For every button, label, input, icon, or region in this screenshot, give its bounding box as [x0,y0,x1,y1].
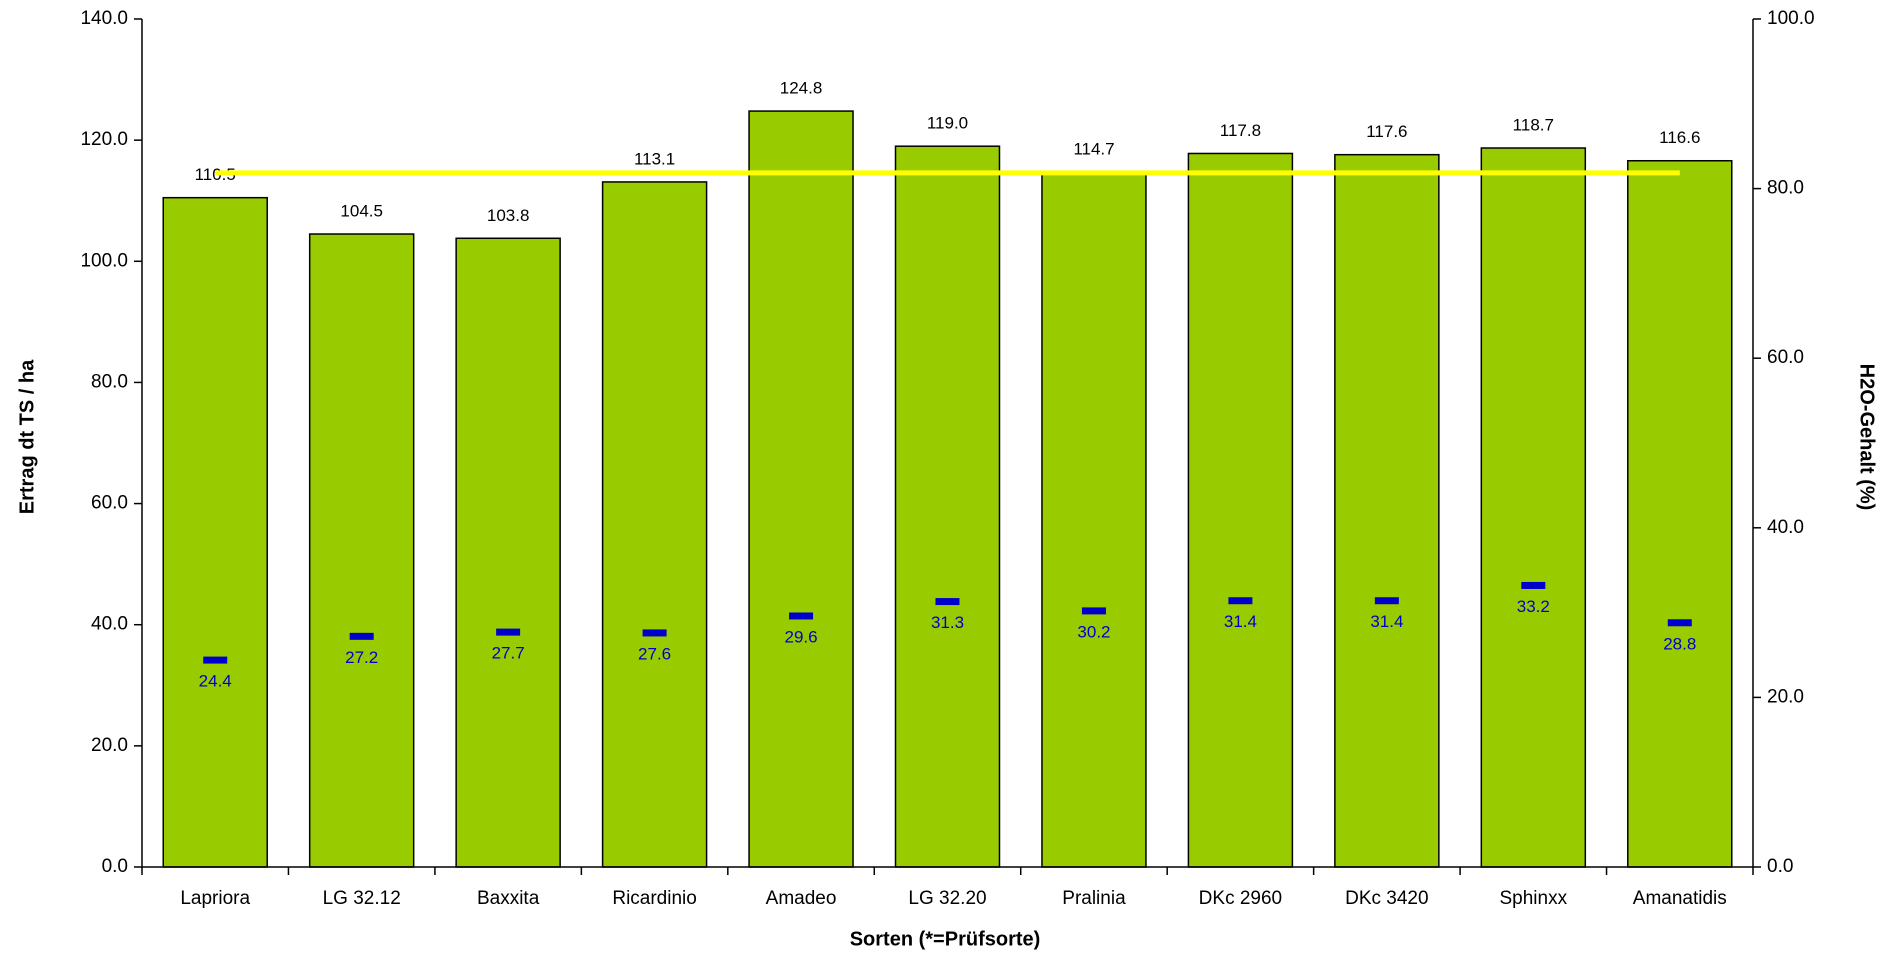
marker [642,629,667,637]
x-tick-label: Sphinxx [1500,888,1568,909]
bar [894,145,1001,868]
x-tick-label: Pralinia [1062,888,1126,909]
x-tick-label: Baxxita [477,888,540,909]
bar-value-label: 104.5 [340,202,383,221]
marker [1228,597,1253,605]
marker-value-label: 31.3 [931,613,964,632]
bar [455,237,561,868]
bar [601,181,708,868]
marker-value-label: 24.4 [199,672,232,691]
y2-tick-label: 100.0 [1767,8,1815,29]
x-tick-label: Lapriora [180,888,250,909]
marker-value-label: 27.2 [345,648,378,667]
x-tick-label: DKc 2960 [1199,888,1282,909]
bar [308,233,415,868]
marker [1667,619,1692,627]
y-tick-label: 0.0 [102,856,128,877]
bar-value-label: 119.0 [927,114,968,133]
marker-value-label: 31.4 [1224,612,1257,631]
x-tick-label: Amanatidis [1633,888,1727,909]
bar [748,110,854,868]
y2-tick-label: 20.0 [1767,686,1804,707]
y-tick-label: 140.0 [80,8,128,29]
marker [496,628,521,636]
bar-value-label: 117.8 [1220,121,1261,140]
y2-axis-title: H2O-Gehalt (%) [1856,364,1878,511]
marker [203,656,228,664]
bar-value-label: 114.7 [1073,140,1114,159]
bar-value-label: 103.8 [487,206,530,225]
x-tick-label: Amadeo [766,888,837,909]
y-tick-label: 120.0 [80,129,128,150]
y-tick-label: 100.0 [80,250,128,271]
marker-value-label: 27.7 [492,644,525,663]
y-tick-label: 80.0 [91,371,128,392]
bar [1480,147,1587,868]
bar [1334,153,1440,868]
marker-value-label: 29.6 [784,627,817,646]
x-tick-label: Ricardinio [612,888,696,909]
bar-value-label: 113.1 [634,149,675,168]
marker [935,598,960,606]
y-axis-title: Ertrag dt TS / ha [16,359,38,514]
bar-value-label: 117.6 [1366,122,1407,141]
marker-value-label: 27.6 [638,644,671,663]
bar [1627,159,1733,868]
marker-value-label: 28.8 [1663,634,1696,653]
bar-value-label: 118.7 [1513,116,1554,135]
y2-tick-label: 60.0 [1767,347,1804,368]
y-tick-label: 20.0 [91,735,128,756]
y2-tick-label: 0.0 [1767,856,1793,877]
y-tick-label: 60.0 [91,493,128,514]
marker-value-label: 30.2 [1077,622,1110,641]
marker [1374,597,1399,605]
bar-value-label: 110.5 [195,165,236,184]
bar-value-label: 124.8 [780,79,823,98]
y2-tick-label: 80.0 [1767,178,1804,199]
bar [1041,171,1147,868]
bar [1187,152,1294,868]
bar [162,196,268,868]
marker [1521,581,1546,589]
x-axis-title: Sorten (*=Prüfsorte) [850,928,1041,950]
marker [789,612,814,620]
x-tick-label: DKc 3420 [1345,888,1428,909]
marker [1081,607,1106,615]
y2-tick-label: 40.0 [1767,517,1804,538]
y-tick-label: 40.0 [91,614,128,635]
bar-value-label: 116.6 [1659,128,1700,147]
marker [349,632,374,640]
marker-value-label: 31.4 [1370,612,1403,631]
marker-value-label: 33.2 [1517,597,1550,616]
x-tick-label: LG 32.12 [323,888,401,909]
x-tick-label: LG 32.20 [908,888,986,909]
